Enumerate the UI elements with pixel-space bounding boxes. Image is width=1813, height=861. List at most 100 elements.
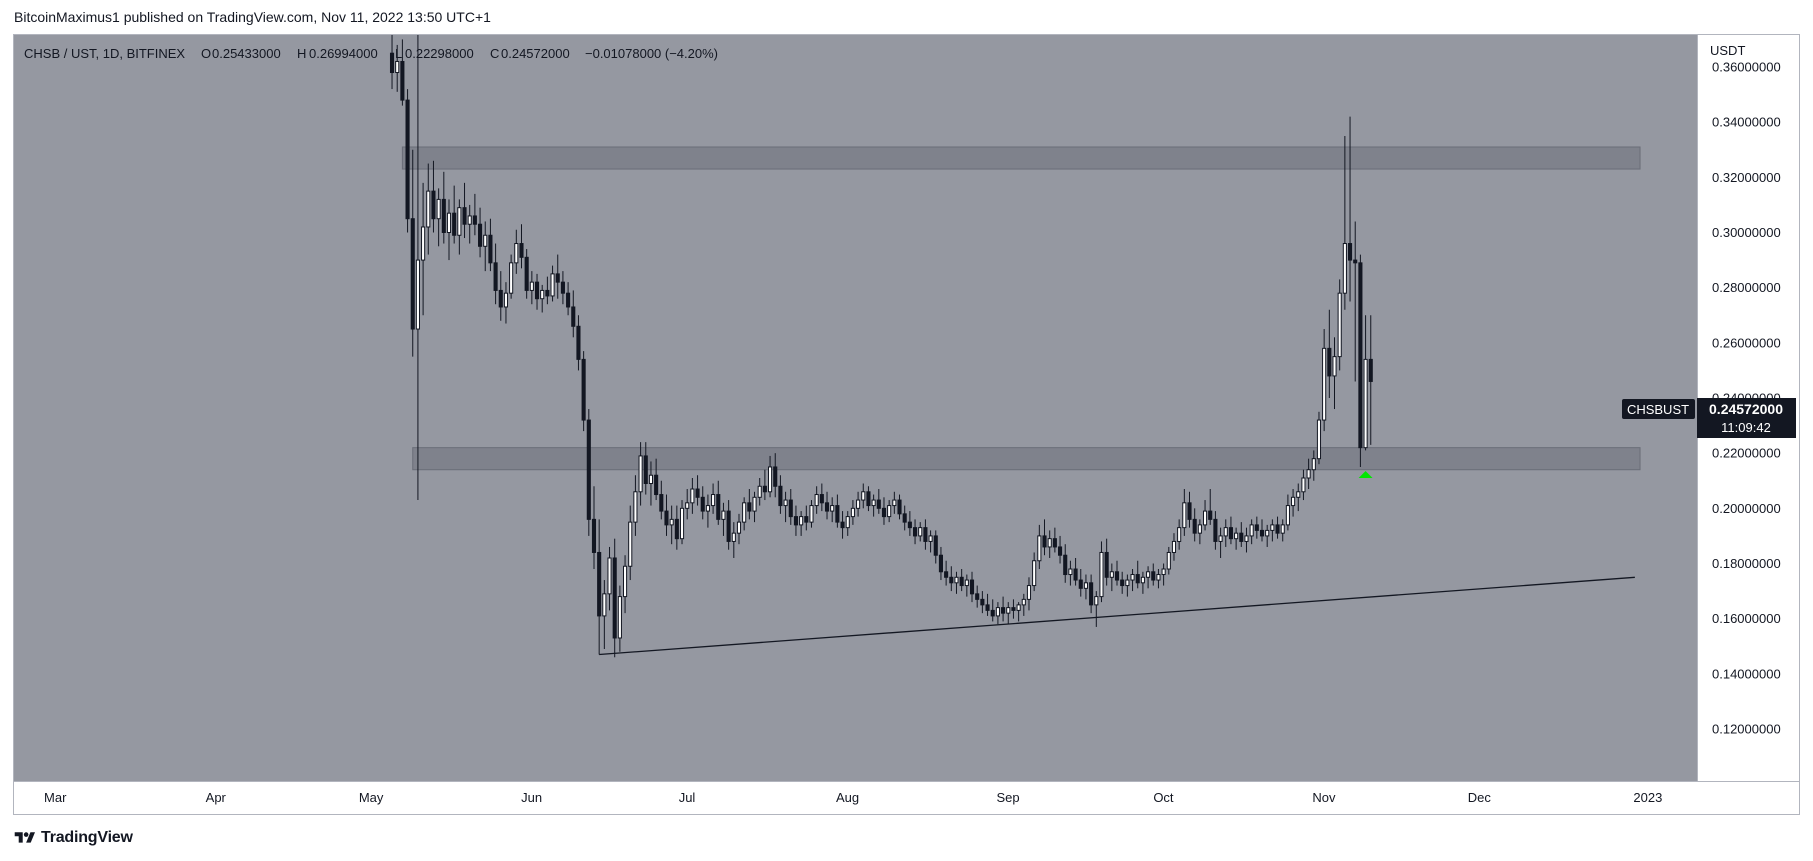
candle-2022-09-03 (1011, 599, 1016, 619)
time-tick-label: Oct (1153, 790, 1174, 805)
price-tick-label: 0.22000000 (1712, 446, 1781, 461)
candle-2022-09-11 (1052, 527, 1057, 553)
candle-body (830, 505, 835, 512)
symbol-tag-label: CHSBUST (1627, 402, 1689, 417)
candle-2022-10-07 (1187, 491, 1192, 528)
candle-2022-10-04 (1171, 533, 1177, 561)
candle-body (643, 455, 648, 485)
candle-body (1052, 538, 1057, 548)
candle-body (1353, 259, 1358, 264)
candle-body (540, 289, 545, 300)
current-price-value: 0.24572000 (1709, 401, 1783, 417)
candle-body (721, 510, 726, 520)
tradingview-logo-icon[interactable] (13, 830, 37, 846)
candle-body (705, 505, 710, 512)
candle-body (1270, 524, 1275, 531)
candle-2022-10-10 (1202, 500, 1208, 531)
candle-body (478, 223, 483, 247)
candle-body (1001, 607, 1006, 614)
candle-2022-10-14 (1223, 519, 1228, 547)
candle-2022-06-03 (534, 273, 540, 310)
candle-2022-09-25 (1125, 574, 1130, 597)
candle-2022-07-14 (747, 489, 752, 520)
candle-2022-09-22 (1109, 563, 1114, 592)
candle-body (912, 527, 918, 537)
candle-2022-05-24 (483, 221, 488, 272)
candle-body (1130, 574, 1135, 581)
candle-2022-09-18 (1089, 574, 1094, 614)
candle-2022-09-13 (1063, 544, 1068, 583)
candle-2022-08-08 (876, 489, 881, 514)
candle-2022-06-15 (597, 519, 602, 655)
legend-low-label: L (395, 46, 402, 61)
candle-2022-09-06 (1026, 577, 1032, 611)
candle-2022-09-24 (1120, 571, 1125, 594)
candle-2022-06-17 (607, 546, 612, 611)
candle-body (1078, 579, 1083, 589)
candle-2022-08-26 (969, 571, 975, 603)
candle-body (1089, 582, 1094, 606)
candle-2022-09-01 (1001, 596, 1006, 622)
candle-2022-05-18 (452, 185, 457, 244)
candle-2022-05-10 (410, 149, 415, 357)
legend-close-value: 0.24572000 (501, 46, 570, 61)
candle-2022-07-03 (690, 477, 695, 514)
candle-body (975, 593, 980, 600)
candle-body (1342, 243, 1347, 294)
candle-body (835, 505, 840, 523)
candle-body (1213, 518, 1218, 542)
candle-2022-11-09 (1358, 254, 1363, 467)
candle-body (452, 212, 457, 236)
candle-body (1197, 524, 1202, 534)
candle-2022-07-11 (731, 522, 736, 558)
candle-2022-10-16 (1234, 527, 1239, 550)
candle-body (509, 262, 514, 294)
candle-body (690, 488, 695, 504)
candle-body (793, 516, 799, 526)
candle-body (405, 99, 410, 220)
candle-2022-06-16 (602, 580, 607, 650)
legend-symbol[interactable]: CHSB / UST, 1D, BITFINEX (24, 46, 185, 61)
time-axis[interactable] (14, 781, 1697, 814)
candle-body (462, 207, 467, 225)
candle-body (395, 60, 400, 74)
candle-body (664, 510, 669, 526)
candle-body (954, 576, 959, 584)
candle-2022-08-31 (995, 602, 1000, 625)
candle-body (716, 494, 721, 520)
candle-body (550, 273, 555, 297)
candle-body (726, 510, 731, 542)
candle-body (1177, 527, 1182, 542)
candle-body (990, 609, 995, 617)
candle-2022-06-27 (659, 480, 664, 520)
candle-body (555, 273, 560, 283)
candle-2022-05-30 (514, 229, 519, 274)
horizontal-zones (401, 146, 1641, 471)
candle-body (887, 505, 892, 518)
candle-body (799, 516, 804, 526)
candle-body (819, 494, 824, 504)
tradingview-brand[interactable]: TradingView (41, 829, 133, 846)
candle-body (623, 565, 628, 598)
candle-body (840, 521, 845, 529)
legend-change: −0.01078000 (−4.20%) (585, 46, 718, 61)
up-arrow-icon (1358, 470, 1373, 478)
candle-2022-10-21 (1259, 519, 1265, 542)
candle-2022-11-11 (1368, 315, 1373, 445)
candle-body (659, 494, 664, 512)
candle-body (1135, 574, 1140, 584)
candle-body (1037, 535, 1042, 562)
candle-body (1109, 571, 1114, 578)
candle-body (534, 281, 540, 300)
candle-2022-11-08 (1353, 221, 1358, 382)
candle-2022-10-02 (1161, 563, 1166, 586)
candle-body (1363, 358, 1368, 449)
candle-body (591, 518, 597, 553)
candle-2022-09-26 (1130, 569, 1135, 592)
candle-body (809, 505, 814, 523)
candle-2022-08-05 (861, 483, 866, 509)
candle-body (457, 207, 462, 236)
candle-2022-05-23 (478, 207, 483, 258)
candle-body (1254, 524, 1259, 531)
